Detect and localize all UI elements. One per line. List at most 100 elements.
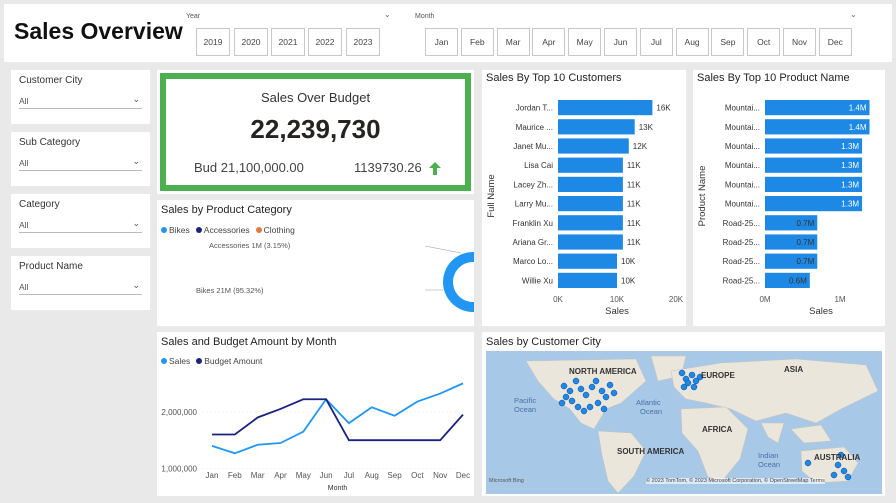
bar[interactable]: [558, 100, 653, 116]
bar[interactable]: [558, 196, 623, 212]
bar[interactable]: [765, 157, 863, 173]
products-chart-title: Sales By Top 10 Product Name: [697, 72, 850, 84]
x-tick-label: Jul: [344, 471, 354, 480]
x-axis-title: Month: [328, 485, 348, 492]
legend-clothing: Clothing: [255, 225, 295, 235]
bar-value-label: 11K: [627, 161, 641, 170]
map-label-north-america: NORTH AMERICA: [569, 367, 637, 376]
filter-dropdown-sub-category[interactable]: All: [19, 158, 29, 168]
x-tick-label: 1M: [834, 295, 845, 304]
month-tile-feb[interactable]: Feb: [460, 28, 494, 56]
chevron-down-icon[interactable]: ⌄: [132, 94, 140, 104]
month-tile-dec[interactable]: Dec: [818, 28, 852, 56]
year-tile-2019[interactable]: 2019: [196, 28, 230, 56]
bar[interactable]: [765, 138, 863, 154]
bar[interactable]: [765, 234, 818, 250]
month-tile-sep[interactable]: Sep: [711, 28, 745, 56]
month-tile-jun[interactable]: Jun: [604, 28, 637, 56]
bar-value-label: 1.4M: [849, 123, 867, 132]
month-tile-oct[interactable]: Oct: [747, 28, 781, 56]
month-tile-aug[interactable]: Aug: [675, 28, 709, 56]
month-tile-may[interactable]: May: [568, 28, 602, 56]
donut-label-bikes: Bikes 21M (95.32%): [196, 286, 264, 295]
bar-value-label: 1.3M: [841, 180, 859, 189]
bar[interactable]: [765, 119, 870, 135]
x-tick-label: Aug: [365, 471, 379, 480]
bar-category-label: Franklin Xu: [513, 219, 553, 228]
map-panel: Sales by Customer City NORTH AMERI: [482, 332, 885, 496]
bar-value-label: 11K: [627, 180, 641, 189]
bar[interactable]: [558, 119, 635, 135]
bar-category-label: Mountai...: [725, 180, 760, 189]
bar-value-label: 1.4M: [849, 104, 867, 113]
bar-category-label: Mountai...: [725, 161, 760, 170]
map-attribution[interactable]: © 2023 TomTom, © 2023 Microsoft Corporat…: [646, 478, 825, 484]
bar-value-label: 0.7M: [796, 219, 814, 228]
year-tile-2022[interactable]: 2022: [308, 28, 342, 56]
x-tick-label: Apr: [274, 471, 287, 480]
month-tile-apr[interactable]: Apr: [532, 28, 566, 56]
map-label-europe: EUROPE: [701, 371, 735, 380]
bar[interactable]: [558, 234, 623, 250]
year-tile-2021[interactable]: 2021: [271, 28, 305, 56]
map-ocean-atlantic-2: Ocean: [640, 407, 663, 416]
year-tile-2023[interactable]: 2023: [346, 28, 380, 56]
x-tick-label: 10K: [610, 295, 625, 304]
filter-dropdown-customer-city[interactable]: All: [19, 96, 29, 106]
filter-dropdown-category[interactable]: All: [19, 220, 29, 230]
chevron-down-icon[interactable]: ⌄: [132, 280, 140, 290]
filter-underline: [19, 108, 142, 109]
bar[interactable]: [765, 253, 818, 269]
year-tile-2020[interactable]: 2020: [234, 28, 268, 56]
year-chevron-icon[interactable]: ⌄: [384, 10, 391, 19]
kpi-budget: Bud 21,100,000.00: [194, 160, 304, 175]
donut-slice-bikes[interactable]: [443, 252, 474, 312]
bar[interactable]: [765, 272, 810, 288]
bar[interactable]: [558, 138, 629, 154]
bar[interactable]: [558, 157, 623, 173]
bar-value-label: 12K: [633, 142, 648, 151]
bar[interactable]: [558, 215, 623, 231]
filter-sub-category: Sub Category All ⌄: [11, 132, 150, 186]
category-chart-title: Sales by Product Category: [161, 204, 292, 216]
filter-dropdown-product-name[interactable]: All: [19, 282, 29, 292]
up-arrow-icon: [429, 162, 441, 175]
chevron-down-icon[interactable]: ⌄: [132, 156, 140, 166]
donut-label-accessories: Accessories 1M (3.15%): [209, 241, 291, 250]
month-chevron-icon[interactable]: ⌄: [850, 10, 857, 19]
bar[interactable]: [765, 196, 863, 212]
series-line-budget-amount[interactable]: [212, 398, 464, 442]
filter-label: Sub Category: [19, 137, 81, 148]
world-map[interactable]: [486, 351, 882, 494]
month-tile-jul[interactable]: Jul: [639, 28, 673, 56]
donut-leader-line: [424, 245, 462, 254]
series-line-sales[interactable]: [211, 382, 464, 455]
bar-value-label: 0.7M: [796, 257, 814, 266]
bar[interactable]: [765, 215, 818, 231]
bar-category-label: Mountai...: [725, 123, 760, 132]
map-title: Sales by Customer City: [486, 336, 601, 348]
filter-label: Category: [19, 199, 60, 210]
monthly-legend: Sales Budget Amount: [161, 356, 262, 366]
bar[interactable]: [558, 272, 617, 288]
month-tile-mar[interactable]: Mar: [496, 28, 530, 56]
bar-value-label: 11K: [627, 219, 641, 228]
bar[interactable]: [558, 176, 623, 192]
month-tile-nov[interactable]: Nov: [783, 28, 816, 56]
customers-chart-panel: Sales By Top 10 Customers Jordan T... 16K…: [482, 70, 686, 326]
map-ocean-pacific-1: Pacific: [514, 396, 537, 405]
chevron-down-icon[interactable]: ⌄: [132, 218, 140, 228]
page-title: Sales Overview: [14, 18, 183, 44]
map-city-markers[interactable]: [558, 369, 852, 481]
bar[interactable]: [765, 176, 863, 192]
bar[interactable]: [558, 253, 617, 269]
filter-label: Customer City: [19, 75, 83, 86]
filter-underline: [19, 232, 142, 233]
legend-accessories: Accessories: [195, 225, 250, 235]
bar[interactable]: [765, 100, 870, 116]
bar-category-label: Mountai...: [725, 200, 760, 209]
month-tile-jan[interactable]: Jan: [425, 28, 458, 56]
filter-customer-city: Customer City All ⌄: [11, 70, 150, 124]
x-tick-label: 0K: [553, 295, 563, 304]
bar-category-label: Lisa Cai: [524, 161, 553, 170]
